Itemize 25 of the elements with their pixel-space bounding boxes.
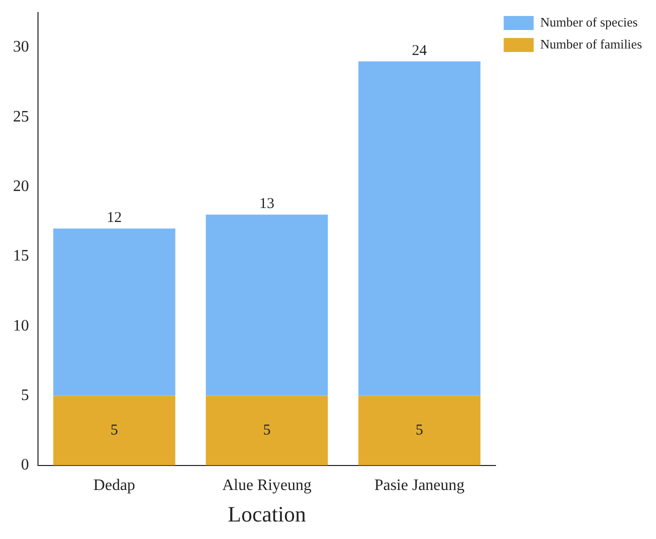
bar [206,214,328,396]
x-tick-label: Dedap [93,477,136,494]
bar [53,228,176,396]
x-axis-title: Location [228,502,306,527]
x-tick-label: Pasie Janeung [374,477,465,494]
bar [358,61,480,396]
data-label: 24 [412,42,428,59]
y-tick-label: 25 [13,108,29,126]
bar [358,396,480,466]
y-tick-label: 15 [13,248,29,265]
y-tick-label: 30 [13,38,29,56]
legend-label: Number of families [540,36,642,52]
y-tick-label: 10 [13,317,29,334]
y-tick-label: 5 [21,386,29,404]
y-tick-label: 0 [21,456,29,474]
x-tick-label: Alue Riyeung [222,477,312,494]
bar [53,396,176,466]
legend-label: Number of species [540,14,638,30]
bar [206,396,328,466]
data-label: 5 [110,422,118,439]
data-label: 12 [106,210,122,226]
data-label: 5 [416,422,424,439]
data-label: 13 [259,196,274,212]
y-tick-label: 20 [13,178,29,195]
data-label: 5 [263,422,271,439]
